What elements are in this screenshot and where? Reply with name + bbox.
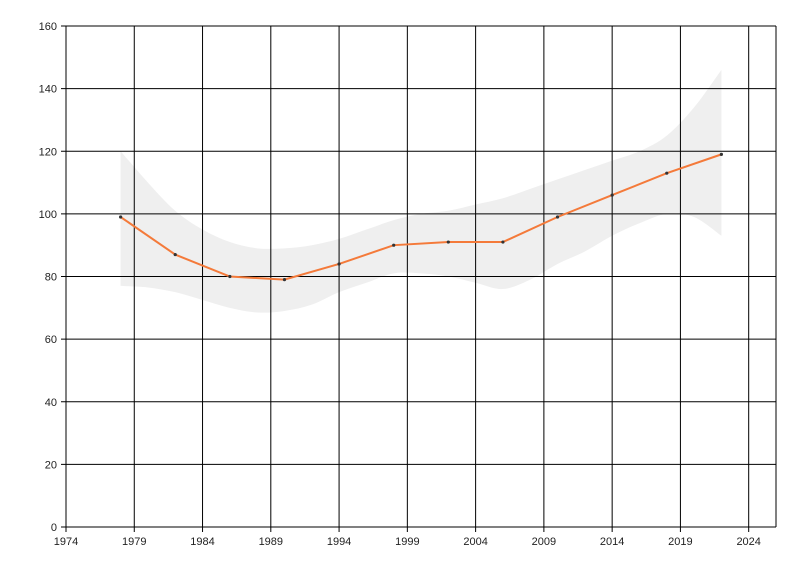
data-point bbox=[282, 278, 287, 282]
y-tick-label: 20 bbox=[45, 459, 57, 471]
x-axis-ticks: 1974 1979 1984 1989 1994 1999 2004 2009 2014 2019… bbox=[54, 536, 761, 548]
data-point bbox=[555, 215, 560, 219]
y-tick-label: 40 bbox=[45, 397, 57, 409]
x-tick-label: 1989 bbox=[259, 536, 283, 548]
data-point bbox=[119, 215, 123, 219]
y-tick-label: 120 bbox=[39, 146, 57, 158]
y-axis-ticks: 0 20 40 60 80 100 120 140 160 bbox=[39, 21, 57, 534]
data-point bbox=[665, 171, 669, 175]
series-layer bbox=[119, 152, 723, 282]
x-tick-label: 2019 bbox=[668, 536, 692, 548]
data-point bbox=[610, 193, 614, 197]
x-tick-label: 1979 bbox=[122, 536, 146, 548]
y-tick-label: 100 bbox=[39, 209, 57, 221]
x-tick-label: 1974 bbox=[54, 536, 78, 548]
data-point bbox=[228, 274, 232, 279]
series-line bbox=[120, 153, 722, 281]
x-tick-label: 2004 bbox=[463, 536, 487, 548]
data-point bbox=[173, 252, 177, 257]
y-tick-label: 140 bbox=[39, 84, 57, 96]
y-tick-label: 0 bbox=[51, 522, 57, 534]
y-tick-label: 80 bbox=[45, 272, 57, 284]
x-tick-label: 1984 bbox=[190, 536, 214, 548]
data-point bbox=[719, 152, 723, 156]
y-tick-label: 60 bbox=[45, 334, 57, 346]
x-tick-label: 1999 bbox=[395, 536, 419, 548]
x-tick-label: 2009 bbox=[532, 536, 556, 548]
x-tick-label: 2024 bbox=[736, 536, 760, 548]
data-point bbox=[337, 262, 341, 266]
x-tick-label: 1994 bbox=[327, 536, 351, 548]
data-point bbox=[392, 243, 396, 247]
data-point bbox=[446, 240, 450, 244]
gridlines bbox=[61, 25, 777, 532]
data-point bbox=[501, 240, 505, 244]
y-tick-label: 160 bbox=[39, 21, 57, 33]
x-tick-label: 2014 bbox=[600, 536, 624, 548]
